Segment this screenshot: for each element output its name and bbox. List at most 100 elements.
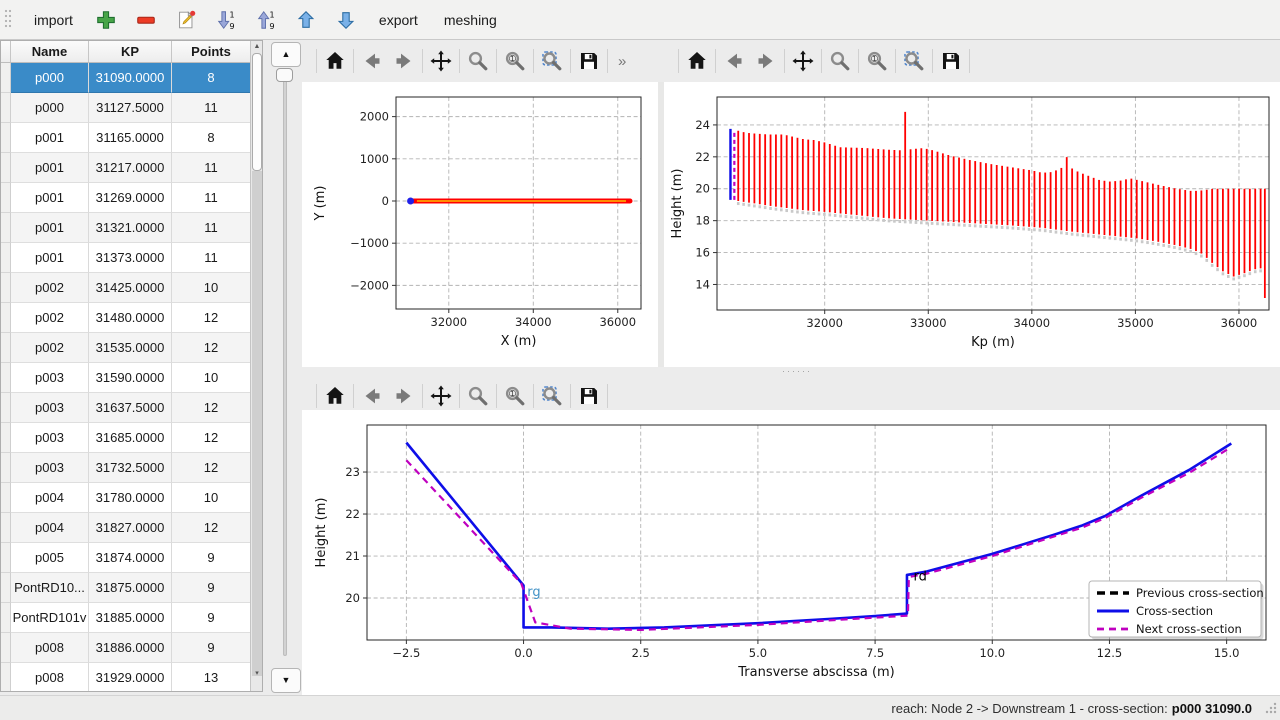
cell-kp[interactable]: 31886.0000 xyxy=(89,633,172,663)
cell-kp[interactable]: 31929.0000 xyxy=(89,663,172,691)
row-down-button[interactable]: ▼ xyxy=(271,668,301,693)
cell-name[interactable]: p002 xyxy=(11,333,89,363)
table-scrollbar-thumb[interactable] xyxy=(252,53,262,171)
cell-name[interactable]: p003 xyxy=(11,393,89,423)
zoom-region-button[interactable] xyxy=(536,380,568,412)
column-header-kp[interactable]: KP xyxy=(89,41,172,62)
import-button[interactable]: import xyxy=(34,11,73,28)
table-scrollbar-track[interactable] xyxy=(252,171,262,676)
longitudinal-chart[interactable]: 32000 33000 34000 35000 36000 14 16 18 20 22 24 Kp … xyxy=(664,82,1280,367)
resize-grip-icon[interactable] xyxy=(1265,702,1277,714)
figure-splitter-vertical[interactable] xyxy=(658,82,664,367)
zoom-in-button[interactable]: 1 xyxy=(499,380,531,412)
table-row[interactable]: p002 31425.0000 10 xyxy=(1,273,262,303)
cell-name[interactable]: p001 xyxy=(11,243,89,273)
table-row[interactable]: p003 31732.5000 12 xyxy=(1,453,262,483)
zoom-button[interactable] xyxy=(462,45,494,77)
cell-name[interactable]: p001 xyxy=(11,123,89,153)
forward-button[interactable] xyxy=(750,45,782,77)
add-section-button[interactable] xyxy=(93,7,119,33)
cell-name[interactable]: p001 xyxy=(11,183,89,213)
row-header[interactable] xyxy=(1,633,11,663)
zoom-region-button[interactable] xyxy=(898,45,930,77)
cell-points[interactable]: 8 xyxy=(172,123,251,153)
forward-button[interactable] xyxy=(388,380,420,412)
row-header[interactable] xyxy=(1,93,11,123)
zoom-button[interactable] xyxy=(462,380,494,412)
table-row[interactable]: p008 31929.0000 13 xyxy=(1,663,262,691)
cell-kp[interactable]: 31127.5000 xyxy=(89,93,172,123)
zoom-button[interactable] xyxy=(824,45,856,77)
cell-points[interactable]: 11 xyxy=(172,213,251,243)
table-row[interactable]: p003 31637.5000 12 xyxy=(1,393,262,423)
figure-splitter-horizontal[interactable]: ······ xyxy=(302,367,1280,376)
cell-points[interactable]: 12 xyxy=(172,423,251,453)
pan-button[interactable] xyxy=(425,45,457,77)
move-up-button[interactable] xyxy=(293,7,319,33)
cell-points[interactable]: 12 xyxy=(172,453,251,483)
cell-points[interactable]: 11 xyxy=(172,153,251,183)
save-button[interactable] xyxy=(573,45,605,77)
pan-button[interactable] xyxy=(425,380,457,412)
row-up-button[interactable]: ▲ xyxy=(271,42,301,67)
row-header[interactable] xyxy=(1,393,11,423)
cell-name[interactable]: p008 xyxy=(11,663,89,691)
cell-name[interactable]: p005 xyxy=(11,543,89,573)
scroll-up-icon[interactable]: ▲ xyxy=(253,43,261,50)
column-header-name[interactable]: Name xyxy=(11,41,89,62)
cell-kp[interactable]: 31780.0000 xyxy=(89,483,172,513)
table-row[interactable]: p008 31886.0000 9 xyxy=(1,633,262,663)
cell-points[interactable]: 12 xyxy=(172,333,251,363)
cell-points[interactable]: 13 xyxy=(172,663,251,691)
cell-points[interactable]: 12 xyxy=(172,513,251,543)
cell-points[interactable]: 9 xyxy=(172,603,251,633)
table-row[interactable]: p001 31217.0000 11 xyxy=(1,153,262,183)
row-header[interactable] xyxy=(1,483,11,513)
row-slider-thumb[interactable] xyxy=(276,68,293,82)
row-header[interactable] xyxy=(1,573,11,603)
row-header[interactable] xyxy=(1,453,11,483)
table-row[interactable]: p002 31480.0000 12 xyxy=(1,303,262,333)
row-header[interactable] xyxy=(1,513,11,543)
home-button[interactable] xyxy=(319,45,351,77)
table-row[interactable]: p001 31373.0000 11 xyxy=(1,243,262,273)
zoom-in-button[interactable]: 1 xyxy=(499,45,531,77)
table-row[interactable]: PontRD101v 31885.0000 9 xyxy=(1,603,262,633)
back-button[interactable] xyxy=(718,45,750,77)
cell-points[interactable]: 9 xyxy=(172,633,251,663)
row-header[interactable] xyxy=(1,153,11,183)
row-header[interactable] xyxy=(1,183,11,213)
cell-kp[interactable]: 31373.0000 xyxy=(89,243,172,273)
export-button[interactable]: export xyxy=(378,11,418,28)
cell-kp[interactable]: 31480.0000 xyxy=(89,303,172,333)
cell-points[interactable]: 8 xyxy=(172,63,251,93)
move-down-button[interactable] xyxy=(333,7,359,33)
cell-name[interactable]: PontRD101v xyxy=(11,603,89,633)
row-header[interactable] xyxy=(1,63,11,93)
remove-section-button[interactable] xyxy=(133,7,159,33)
pan-button[interactable] xyxy=(787,45,819,77)
cell-kp[interactable]: 31321.0000 xyxy=(89,213,172,243)
table-row[interactable]: p000 31127.5000 11 xyxy=(1,93,262,123)
column-header-points[interactable]: Points xyxy=(172,41,251,62)
cell-points[interactable]: 11 xyxy=(172,183,251,213)
cross-section-chart[interactable]: rg rd −2.5 0.0 2.5 5.0 7.5 10.0 12.5 15.0 20 21 22 23… xyxy=(302,410,1280,695)
row-header[interactable] xyxy=(1,543,11,573)
cell-points[interactable]: 10 xyxy=(172,273,251,303)
cross-sections-table[interactable]: Name KP Points p000 31090.0000 8 p000 31127.… xyxy=(0,40,263,692)
row-header[interactable] xyxy=(1,303,11,333)
cell-kp[interactable]: 31827.0000 xyxy=(89,513,172,543)
cell-points[interactable]: 10 xyxy=(172,363,251,393)
cell-name[interactable]: p001 xyxy=(11,153,89,183)
home-button[interactable] xyxy=(319,380,351,412)
cell-name[interactable]: p002 xyxy=(11,273,89,303)
table-row[interactable]: p004 31827.0000 12 xyxy=(1,513,262,543)
cell-kp[interactable]: 31885.0000 xyxy=(89,603,172,633)
cell-kp[interactable]: 31535.0000 xyxy=(89,333,172,363)
row-header[interactable] xyxy=(1,243,11,273)
row-header[interactable] xyxy=(1,603,11,633)
cell-name[interactable]: p000 xyxy=(11,93,89,123)
cell-kp[interactable]: 31732.5000 xyxy=(89,453,172,483)
cell-name[interactable]: p004 xyxy=(11,513,89,543)
